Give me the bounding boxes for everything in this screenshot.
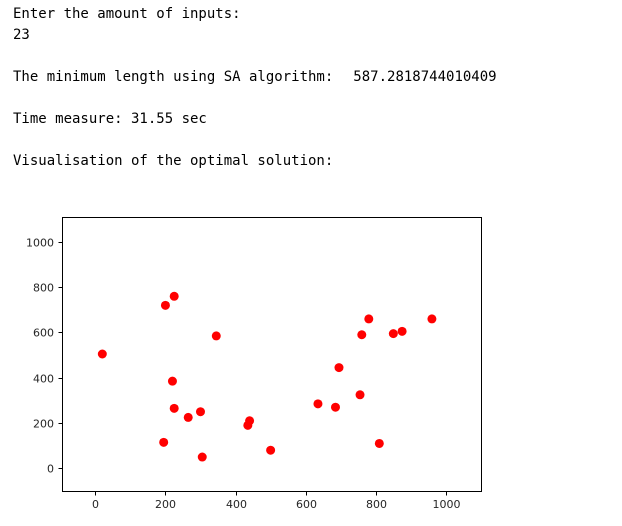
data-point [245, 416, 255, 426]
result-value: 587.2818744010409 [353, 69, 497, 85]
data-point [334, 363, 344, 373]
data-point [197, 452, 207, 462]
x-tick-label: 1000 [433, 498, 461, 511]
scatter-plot: 0 200 400 600 800 1000 0 200 400 600 800 1000 [26, 217, 482, 511]
visualisation-heading: Visualisation of the optimal solution: [13, 153, 334, 169]
y-tick-label: 400 [33, 373, 54, 386]
x-axis: 0 200 400 600 800 1000 [92, 491, 461, 511]
data-point [388, 329, 398, 339]
plot-frame [62, 217, 482, 492]
input-value: 23 [13, 27, 30, 43]
time-measure: Time measure: 31.55 sec [13, 111, 207, 127]
y-tick-label: 1000 [26, 237, 54, 250]
data-point [169, 403, 179, 413]
data-point [364, 314, 374, 324]
data-point [211, 331, 221, 341]
data-point [183, 412, 193, 422]
data-point [266, 445, 276, 455]
y-tick-label: 800 [33, 282, 54, 295]
data-point [397, 326, 407, 336]
x-tick-label: 0 [92, 498, 99, 511]
data-point [169, 291, 179, 301]
data-points [97, 291, 437, 462]
input-prompt: Enter the amount of inputs: [13, 6, 241, 22]
data-point [97, 349, 107, 359]
y-tick-label: 0 [47, 463, 54, 476]
y-tick-label: 600 [33, 327, 54, 340]
data-point [159, 437, 169, 447]
data-point [355, 390, 365, 400]
y-axis: 0 200 400 600 800 1000 [26, 237, 63, 476]
data-point [195, 407, 205, 417]
x-tick-label: 200 [155, 498, 176, 511]
data-point [167, 376, 177, 386]
data-point [160, 300, 170, 310]
result-line: The minimum length using SA algorithm: 58… [13, 69, 497, 86]
y-tick-label: 200 [33, 418, 54, 431]
data-point [313, 399, 323, 409]
data-point [427, 314, 437, 324]
x-tick-label: 400 [226, 498, 247, 511]
data-point [374, 438, 384, 448]
result-label: The minimum length using SA algorithm: [13, 69, 334, 85]
data-point [357, 330, 367, 340]
x-tick-label: 800 [366, 498, 387, 511]
x-tick-label: 600 [296, 498, 317, 511]
data-point [330, 402, 340, 412]
